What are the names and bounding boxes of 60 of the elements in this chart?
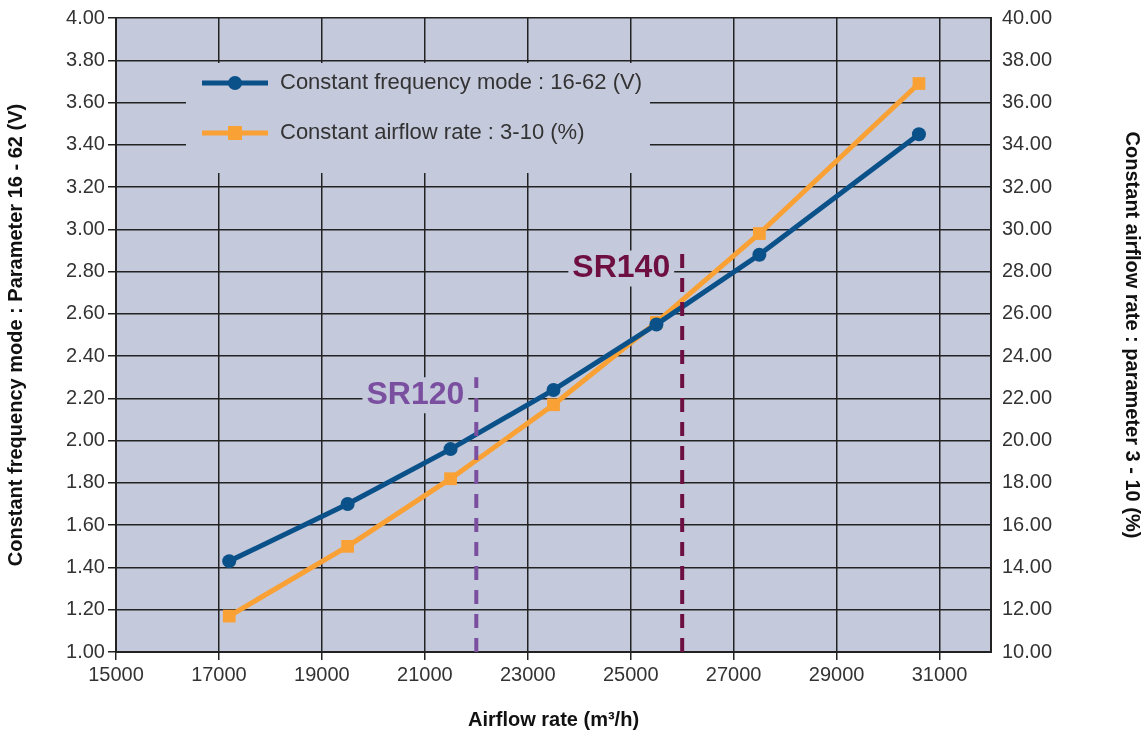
x-axis-title: Airflow rate (m³/h) <box>467 707 640 730</box>
y2-tick-label: 32.00 <box>1002 174 1053 197</box>
x-tick-label: 27000 <box>705 662 762 685</box>
y-tick-label: 3.40 <box>66 132 105 155</box>
point <box>444 472 457 486</box>
y2-tick-label: 34.00 <box>1002 132 1053 155</box>
y-tick-label: 2.00 <box>66 428 105 451</box>
y2-tick-label: 16.00 <box>1002 512 1053 535</box>
y-tick-label: 1.00 <box>66 639 105 662</box>
y2-tick-label: 14.00 <box>1002 554 1053 577</box>
ref-line-label: SR140 <box>572 248 671 285</box>
y2-tick-label: 40.00 <box>1002 5 1053 28</box>
point <box>443 442 458 457</box>
y2-tick-label: 22.00 <box>1002 385 1053 408</box>
point <box>341 539 354 553</box>
point <box>911 127 926 142</box>
y-axis-title: Constant frequency mode : Parameter 16 - 62 (V) <box>3 103 26 567</box>
y-tick-label: 1.40 <box>66 554 105 577</box>
y-tick-label: 3.80 <box>66 47 105 70</box>
point <box>222 554 237 569</box>
point <box>912 77 926 90</box>
ref-line-label: SR120 <box>366 375 465 412</box>
y2-tick-label: 12.00 <box>1002 597 1053 620</box>
y-tick-label: 2.80 <box>66 259 105 282</box>
y-tick-label: 1.80 <box>66 470 105 493</box>
x-tick-label: 15000 <box>88 662 144 685</box>
y2-tick-label: 18.00 <box>1002 470 1053 493</box>
y-tick-label: 4.00 <box>66 5 105 28</box>
y2-tick-label: 26.00 <box>1002 301 1053 324</box>
y2-tick-label: 24.00 <box>1002 343 1053 366</box>
y2-tick-label: 38.00 <box>1002 47 1053 70</box>
y2-tick-label: 30.00 <box>1002 216 1053 239</box>
y-tick-label: 2.20 <box>66 385 105 408</box>
x-tick-label: 31000 <box>911 662 968 685</box>
y-tick-label: 3.20 <box>66 174 105 197</box>
y-tick-label: 3.00 <box>66 216 105 239</box>
point <box>546 382 561 397</box>
x-tick-label: 21000 <box>397 662 453 685</box>
y2-tick-label: 10.00 <box>1002 639 1053 662</box>
legend-label: Constant frequency mode : 16-62 (V) <box>280 69 642 95</box>
y-tick-label: 1.20 <box>66 597 105 620</box>
x-tick-label: 17000 <box>191 662 247 685</box>
y2-tick-label: 36.00 <box>1002 90 1053 113</box>
y2-tick-label: 20.00 <box>1002 428 1053 451</box>
y2-axis-title: Constant airflow rate : parameter 3 - 10 (%) <box>1122 131 1145 539</box>
y-tick-label: 2.60 <box>66 301 105 324</box>
y2-tick-label: 28.00 <box>1002 259 1053 282</box>
y-tick-label: 1.60 <box>66 512 105 535</box>
point <box>752 247 767 262</box>
point <box>222 609 236 623</box>
legend-label: Constant airflow rate : 3-10 (%) <box>280 119 585 145</box>
x-tick-label: 25000 <box>602 662 659 685</box>
x-tick-label: 29000 <box>808 662 865 685</box>
x-tick-label: 23000 <box>499 662 556 685</box>
x-tick-label: 19000 <box>294 662 350 685</box>
point <box>340 497 355 512</box>
point <box>547 398 560 412</box>
y-tick-label: 3.60 <box>66 90 105 113</box>
point <box>753 227 766 240</box>
y-tick-label: 2.40 <box>66 343 105 366</box>
